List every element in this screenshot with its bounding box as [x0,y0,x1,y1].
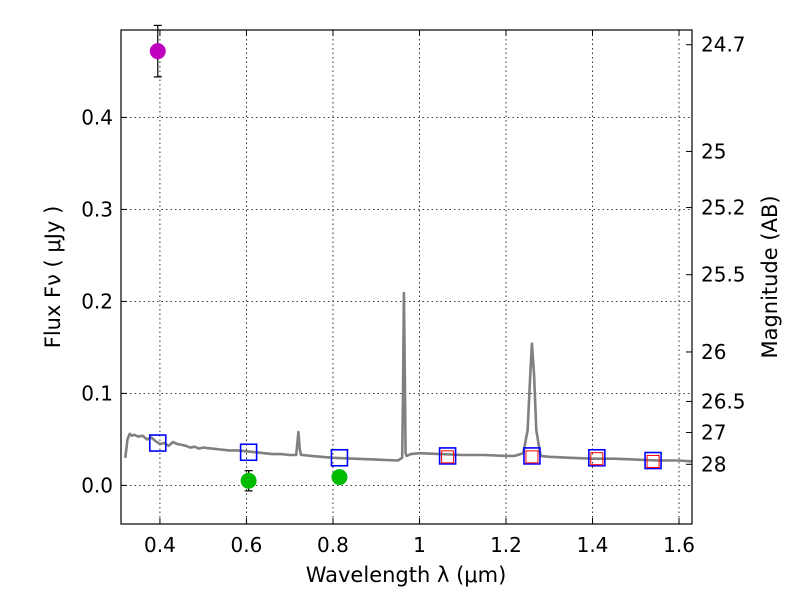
y2-tick-label: 28 [701,452,726,476]
x-tick-label: 0.8 [317,533,349,557]
y2-axis-label: Magnitude (AB) [758,195,782,358]
blue-square-marker [523,447,541,465]
data-point [240,472,257,489]
data-point [331,469,348,486]
red-square-marker [590,452,604,466]
x-axis-label: Wavelength λ (μm) [306,563,507,587]
blue-square-marker [148,434,167,452]
data-point [149,43,166,60]
plot-frame [120,29,693,525]
blue-square-marker [239,443,258,462]
tick-layer: 0.4 0.6 0.8 1 1.2 1.4 1.6 0.0 0.1 0.2 0.3 0.4 24.7 25… [81,30,746,557]
x-tick-label: 0.6 [231,533,263,557]
x-tick-label: 1.6 [663,533,695,557]
blue-square-marker [438,447,457,465]
y-tick-label: 0.2 [81,289,113,313]
blue-square-marker [330,448,349,467]
y2-tick-label: 25.2 [701,196,746,220]
blue-square-marker [588,448,606,467]
y2-tick-label: 27 [701,420,726,444]
y2-tick-label: 25 [701,139,726,163]
red-square-marker [646,454,660,468]
blue-square-marker [644,451,662,470]
y2-tick-label: 26 [701,340,726,364]
red-square-marker [441,450,455,464]
y-tick-label: 0.3 [81,197,113,221]
y2-tick-label: 25.5 [701,263,746,287]
y2-tick-label: 26.5 [701,389,746,413]
y-tick-label: 0.4 [81,105,113,129]
y-axis-label: Flux Fν ( μJy ) [41,206,65,349]
y2-tick-label: 24.7 [701,33,746,57]
x-tick-label: 1.2 [490,533,522,557]
y-tick-label: 0.0 [81,473,113,497]
marker-layer [148,24,662,492]
red-square-marker [525,450,539,464]
x-tick-label: 1 [413,533,426,557]
x-tick-label: 1.4 [577,533,609,557]
y-tick-label: 0.1 [81,381,113,405]
grid-layer [121,30,692,524]
x-tick-label: 0.4 [144,533,176,557]
